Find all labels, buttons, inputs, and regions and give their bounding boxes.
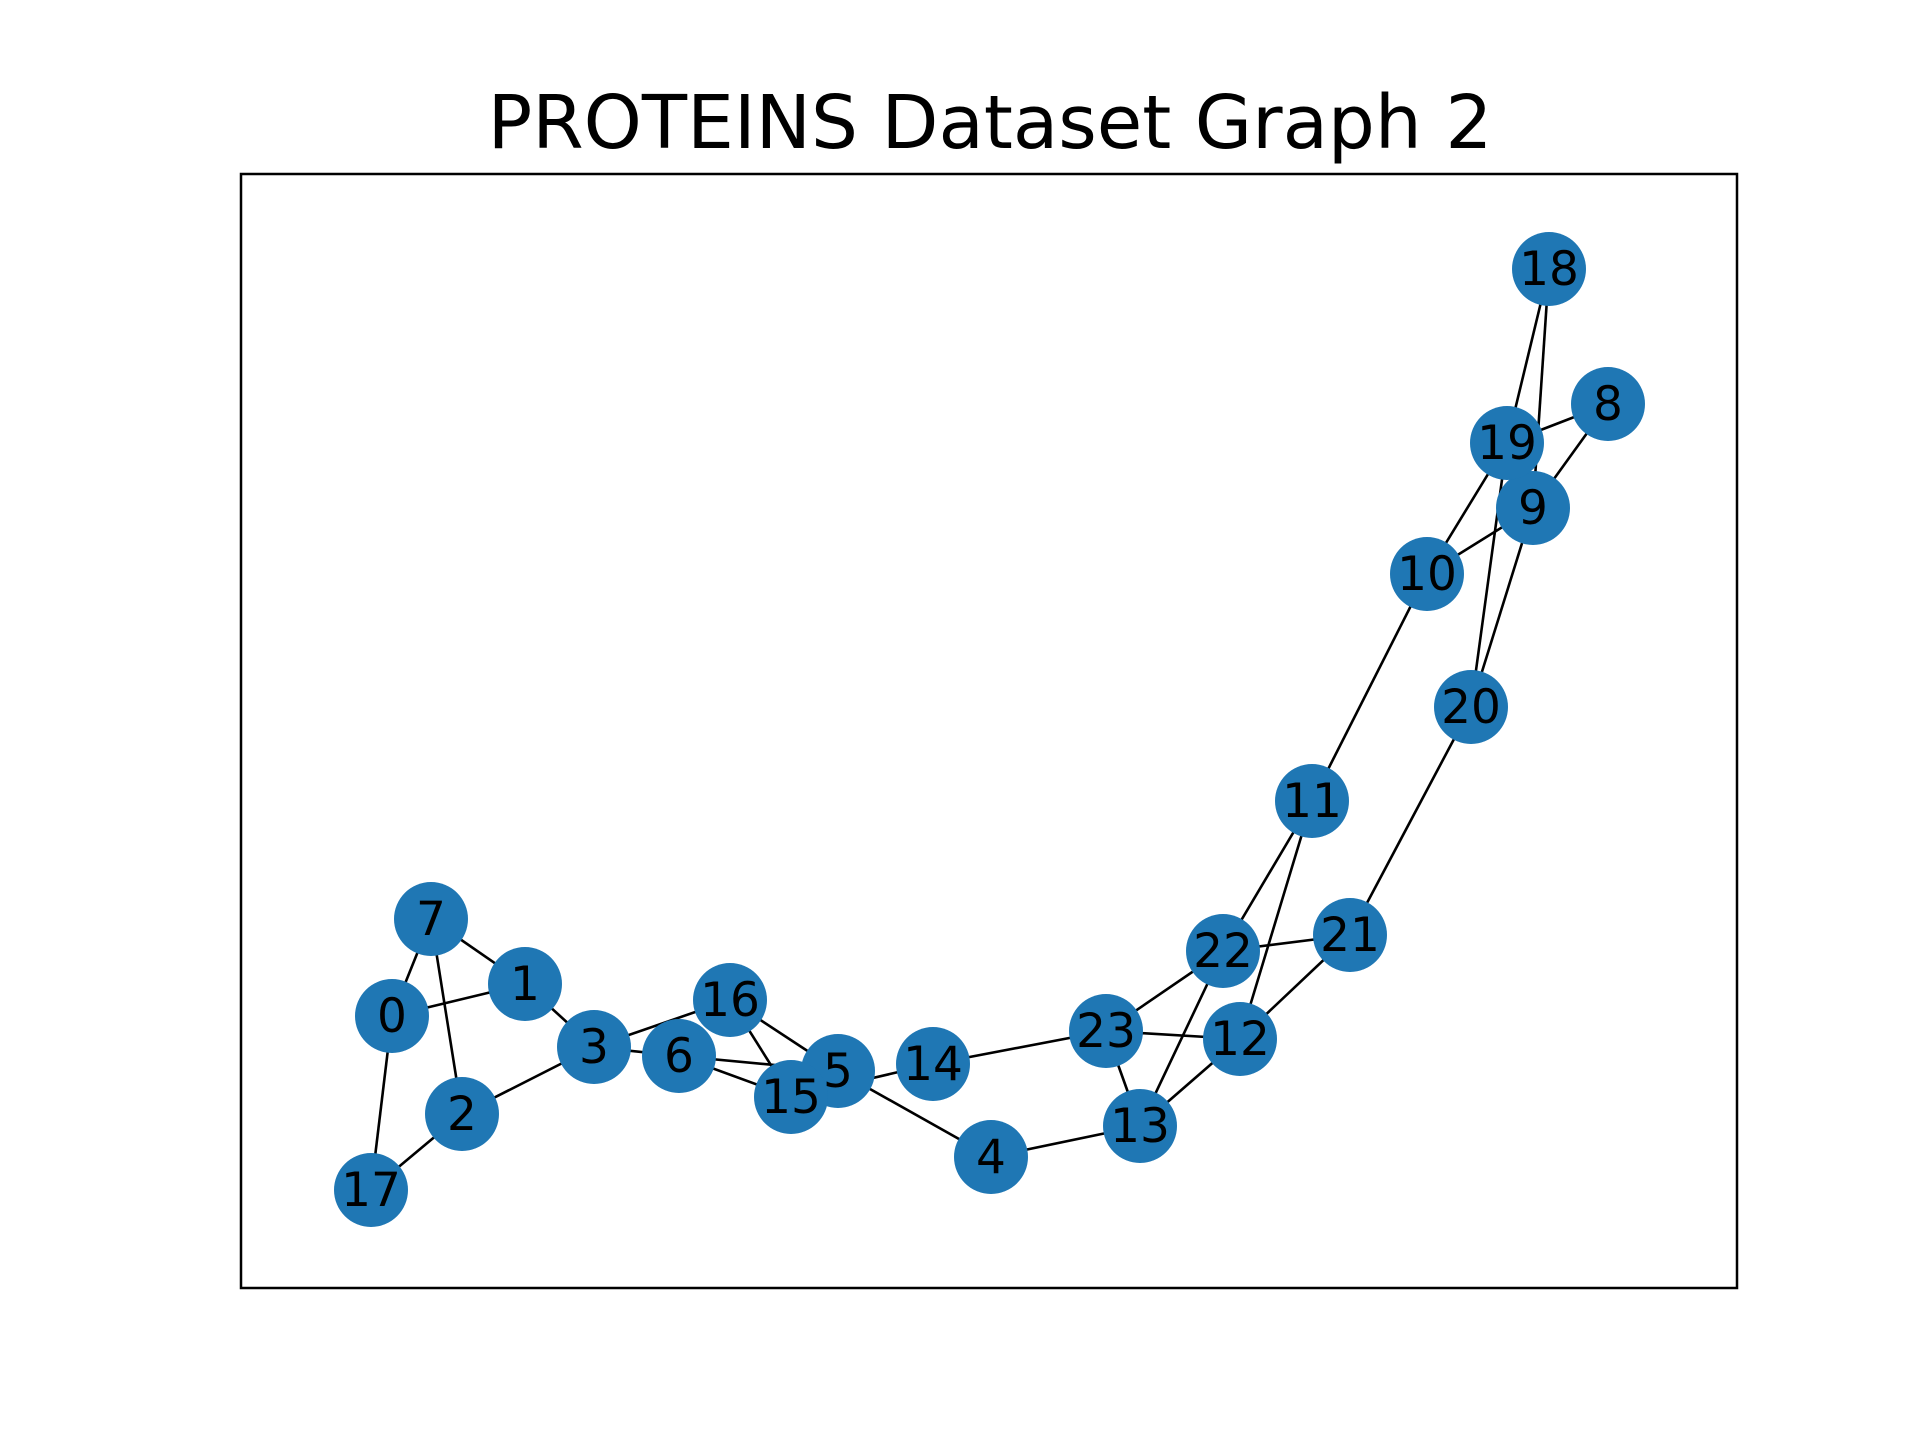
node-8: 8 [1571, 367, 1645, 441]
node-20: 20 [1434, 670, 1508, 744]
node-23: 23 [1069, 994, 1143, 1068]
node-22: 22 [1186, 914, 1260, 988]
node-label-15: 15 [761, 1070, 821, 1125]
node-18: 18 [1512, 232, 1586, 306]
node-3: 3 [557, 1010, 631, 1084]
node-circle-0 [355, 979, 429, 1053]
node-0: 0 [355, 979, 429, 1053]
node-label-23: 23 [1076, 1004, 1136, 1059]
node-circle-17 [334, 1153, 408, 1227]
chart-title: PROTEINS Dataset Graph 2 [488, 80, 1493, 166]
node-15: 15 [754, 1060, 828, 1134]
node-label-4: 4 [976, 1130, 1006, 1185]
node-label-8: 8 [1593, 377, 1623, 432]
node-label-17: 17 [341, 1163, 401, 1218]
node-label-18: 18 [1519, 242, 1579, 297]
node-label-3: 3 [579, 1020, 609, 1075]
node-10: 10 [1390, 537, 1464, 611]
node-9: 9 [1496, 471, 1570, 545]
node-6: 6 [642, 1019, 716, 1093]
node-circle-19 [1470, 406, 1544, 480]
node-label-16: 16 [700, 973, 760, 1028]
node-7: 7 [394, 882, 468, 956]
node-label-5: 5 [823, 1044, 853, 1099]
node-circle-18 [1512, 232, 1586, 306]
edge-20-19 [1469, 442, 1509, 708]
node-label-21: 21 [1320, 908, 1380, 963]
node-label-14: 14 [903, 1037, 963, 1092]
node-11: 11 [1275, 764, 1349, 838]
node-circle-22 [1186, 914, 1260, 988]
node-circle-1 [488, 947, 562, 1021]
node-circle-12 [1203, 1002, 1277, 1076]
node-label-1: 1 [510, 957, 540, 1012]
node-label-22: 22 [1193, 924, 1253, 979]
node-circle-14 [896, 1027, 970, 1101]
node-2: 2 [425, 1077, 499, 1151]
edge-11-10 [1310, 573, 1429, 802]
node-19: 19 [1470, 406, 1544, 480]
node-circle-7 [394, 882, 468, 956]
node-label-2: 2 [447, 1087, 477, 1142]
plot-frame [239, 172, 1739, 1290]
node-circle-10 [1390, 537, 1464, 611]
node-label-7: 7 [416, 892, 446, 947]
node-label-9: 9 [1518, 481, 1548, 536]
node-circle-8 [1571, 367, 1645, 441]
node-circle-16 [693, 963, 767, 1037]
node-circle-20 [1434, 670, 1508, 744]
node-21: 21 [1313, 898, 1387, 972]
node-label-11: 11 [1282, 774, 1342, 829]
node-13: 13 [1103, 1089, 1177, 1163]
edge-21-20 [1348, 706, 1473, 936]
node-16: 16 [693, 963, 767, 1037]
node-circle-11 [1275, 764, 1349, 838]
node-circle-23 [1069, 994, 1143, 1068]
node-circle-3 [557, 1010, 631, 1084]
node-14: 14 [896, 1027, 970, 1101]
node-circle-2 [425, 1077, 499, 1151]
node-circle-15 [754, 1060, 828, 1134]
node-4: 4 [954, 1120, 1028, 1194]
node-label-6: 6 [664, 1029, 694, 1084]
node-12: 12 [1203, 1002, 1277, 1076]
node-17: 17 [334, 1153, 408, 1227]
edge-12-11 [1238, 800, 1314, 1040]
edges-layer [369, 268, 1610, 1191]
edge-9-18 [1531, 268, 1551, 509]
node-circle-9 [1496, 471, 1570, 545]
node-circle-21 [1313, 898, 1387, 972]
node-label-12: 12 [1210, 1012, 1270, 1067]
node-label-13: 13 [1110, 1099, 1170, 1154]
node-label-20: 20 [1441, 680, 1501, 735]
node-label-0: 0 [377, 989, 407, 1044]
node-circle-4 [954, 1120, 1028, 1194]
node-circle-6 [642, 1019, 716, 1093]
node-label-19: 19 [1477, 416, 1537, 471]
node-1: 1 [488, 947, 562, 1021]
node-label-10: 10 [1397, 547, 1457, 602]
node-circle-13 [1103, 1089, 1177, 1163]
